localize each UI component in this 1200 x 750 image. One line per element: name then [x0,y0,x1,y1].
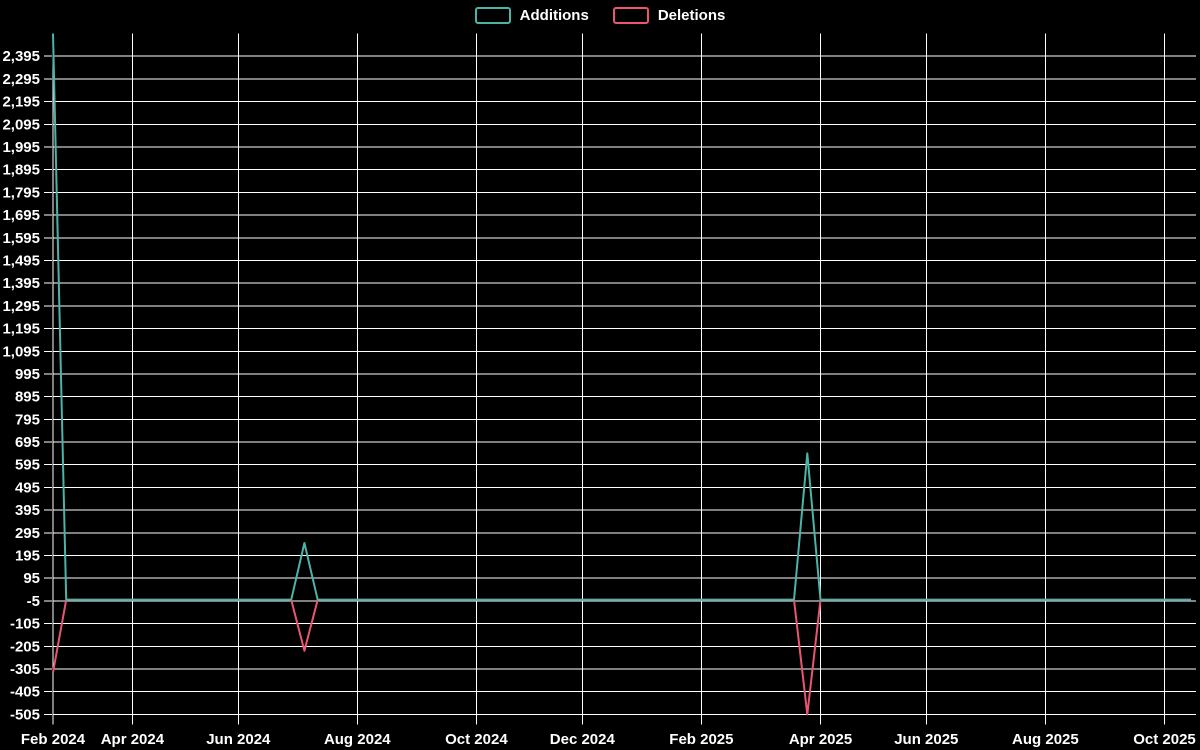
y-axis-label: 395 [15,502,40,519]
legend-item-deletions[interactable]: Deletions [612,7,726,24]
y-axis-label: 495 [15,479,40,496]
x-axis-label: Oct 2024 [445,731,508,748]
y-axis-label: 1,495 [2,253,40,270]
deletions-line [52,598,1191,716]
x-axis-label: Dec 2024 [550,731,616,748]
legend-label-additions: Additions [519,7,589,24]
x-axis-label: Feb 2024 [21,731,86,748]
y-axis-label: -305 [10,661,40,678]
x-axis-label: Feb 2025 [669,731,733,748]
y-axis-label: 2,395 [2,48,40,65]
x-axis-label: Aug 2024 [324,731,391,748]
y-axis-label: 2,195 [2,94,40,111]
x-axis-label: Aug 2025 [1012,731,1079,748]
chart-legend: Additions Deletions [0,7,1200,24]
y-axis-label: 295 [15,525,40,542]
y-axis-label: -405 [10,684,40,701]
x-axis-labels: Feb 2024 Apr 2024 Jun 2024 Aug 2024 Oct 2024… [21,731,1196,748]
y-axis-label: -5 [27,593,40,610]
grid-vertical [52,33,1165,725]
y-axis-label: 1,095 [2,343,40,360]
y-axis-label: 195 [15,548,40,565]
deletions-swatch-icon [612,7,649,24]
y-axis-label: 95 [23,570,40,587]
y-axis-label: 2,295 [2,71,40,88]
y-axis-label: 695 [15,434,40,451]
legend-label-deletions: Deletions [657,7,726,24]
y-axis-label: -505 [10,706,40,723]
x-axis-label: Jun 2025 [894,731,958,748]
y-axis-label: 1,695 [2,207,40,224]
x-axis-label: Jun 2024 [206,731,271,748]
x-axis-label: Apr 2025 [789,731,852,748]
y-axis-label: 1,995 [2,139,40,156]
additions-line [52,33,1191,601]
y-axis-label: 895 [15,389,40,406]
grid-horizontal [44,55,1196,715]
y-axis-label: 595 [15,457,40,474]
x-axis-label: Apr 2024 [101,731,165,748]
y-axis-label: -205 [10,638,40,655]
y-axis-labels: 2,395 2,295 2,195 2,095 1,995 1,895 1,795 1,695… [2,48,40,723]
y-axis-label: 1,795 [2,184,40,201]
y-axis-label: -105 [10,616,40,633]
y-axis-label: 1,895 [2,162,40,179]
y-axis-label: 1,395 [2,275,40,292]
y-axis-label: 2,095 [2,116,40,133]
y-axis-label: 795 [15,411,40,428]
legend-item-additions[interactable]: Additions [474,7,589,24]
y-axis-label: 995 [15,366,40,383]
x-axis-label: Oct 2025 [1133,731,1196,748]
y-axis-label: 1,595 [2,230,40,247]
y-axis-label: 1,295 [2,298,40,315]
y-axis-label: 1,195 [2,321,40,338]
additions-swatch-icon [474,7,511,24]
